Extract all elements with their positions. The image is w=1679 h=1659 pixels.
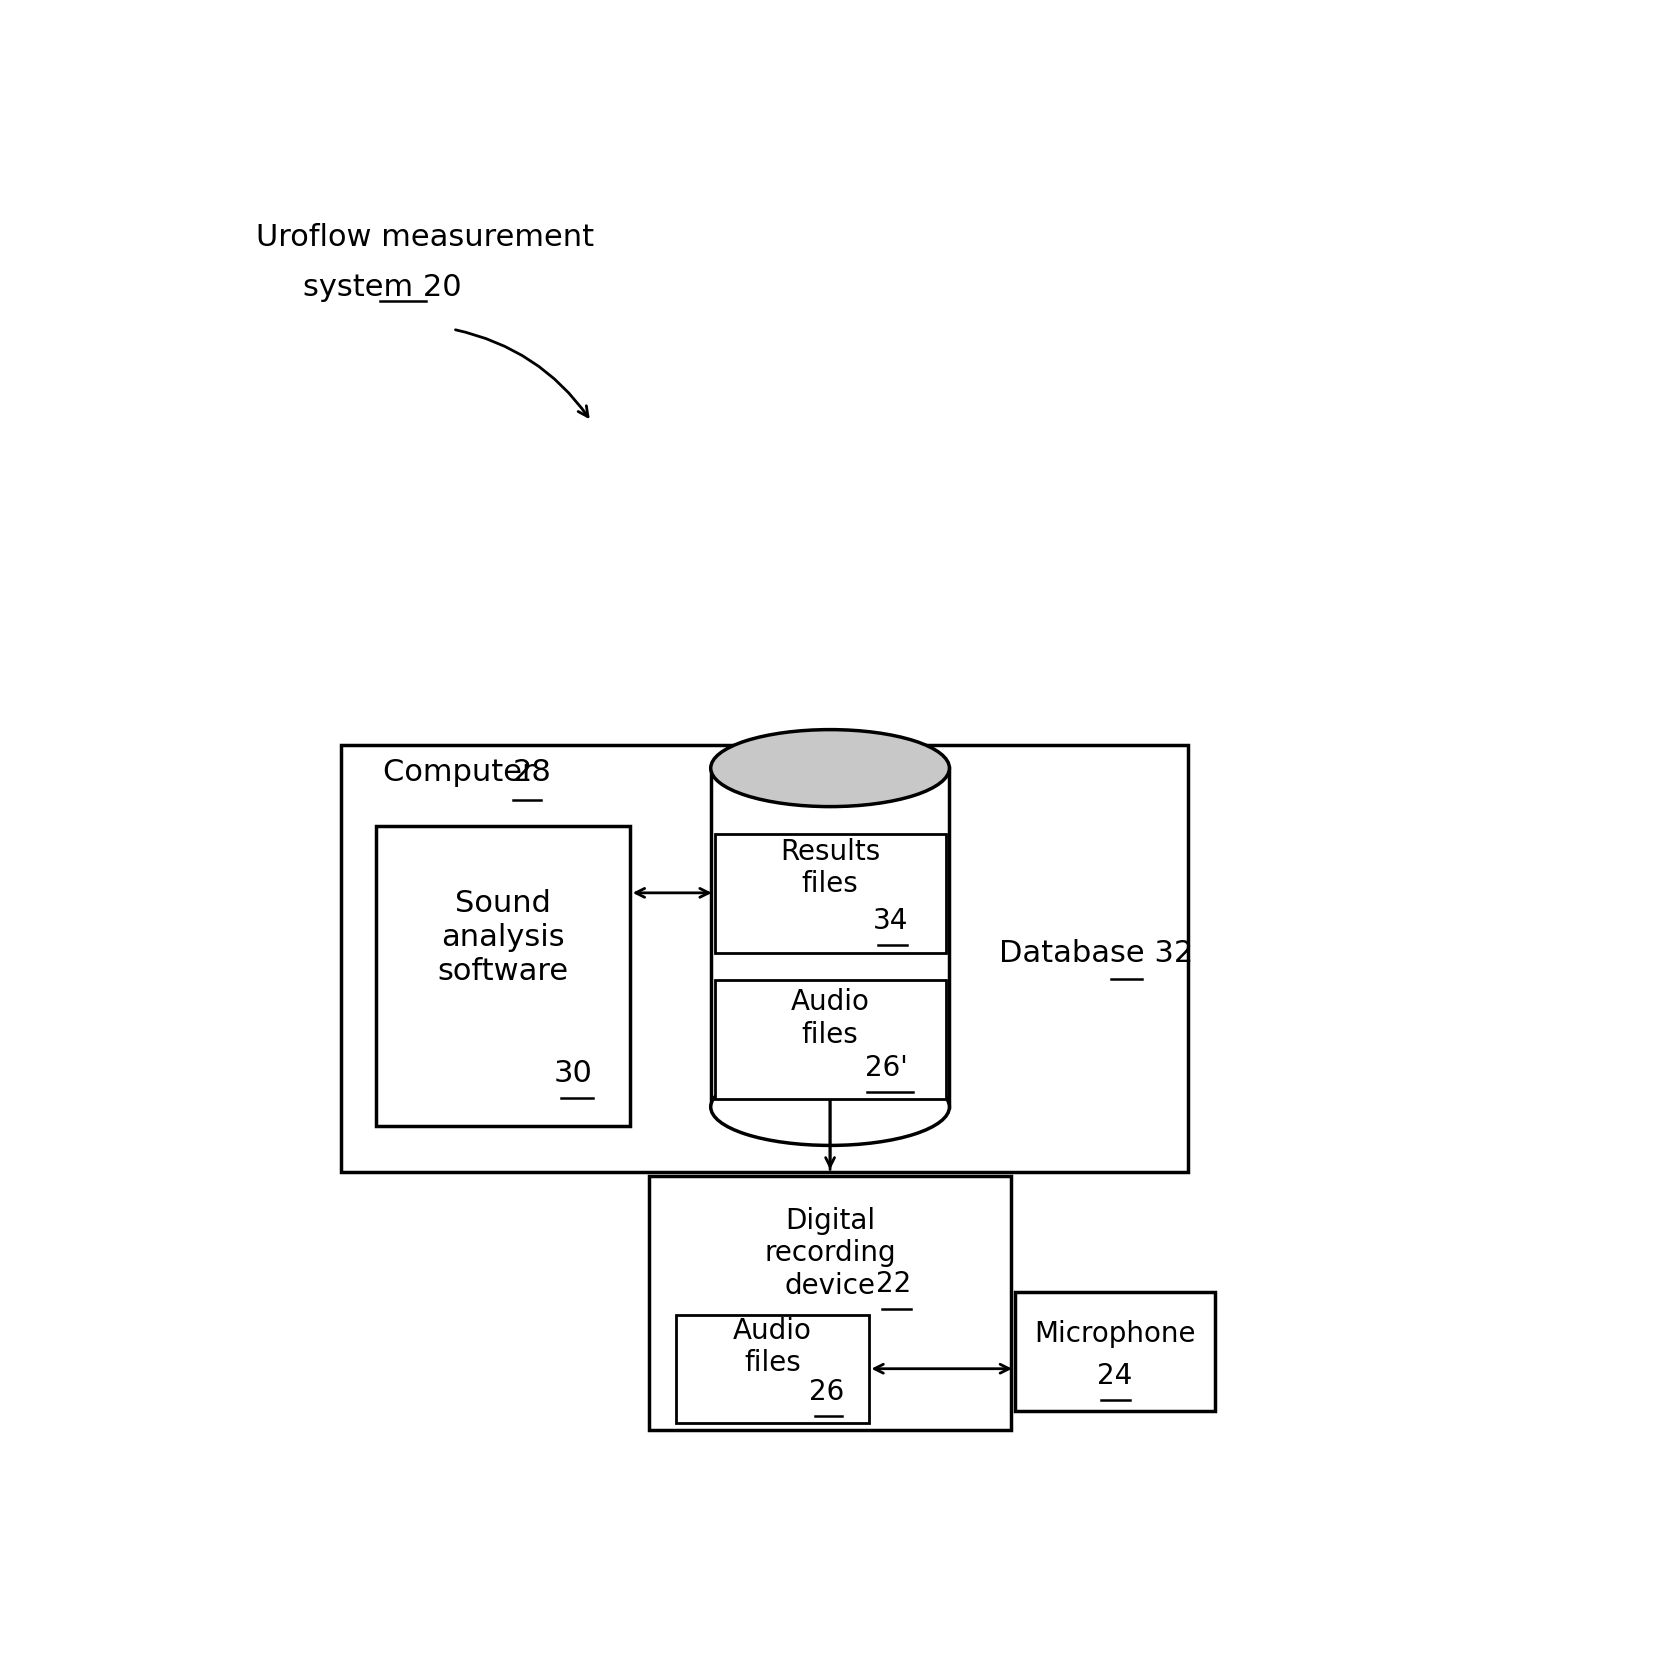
Text: 30: 30 — [554, 1058, 593, 1088]
Text: Database 32: Database 32 — [999, 939, 1194, 969]
Bar — [715, 980, 945, 1100]
Text: 26: 26 — [809, 1377, 845, 1405]
Bar — [341, 745, 1189, 1173]
Text: Audio
files: Audio files — [734, 1317, 811, 1377]
Bar — [677, 1316, 868, 1423]
Ellipse shape — [710, 1068, 949, 1145]
Bar — [650, 1176, 1011, 1430]
Text: Microphone: Microphone — [1034, 1321, 1195, 1349]
Bar — [710, 768, 949, 1107]
Text: 22: 22 — [876, 1269, 912, 1297]
Bar — [1014, 1292, 1216, 1412]
Text: Sound
analysis
software: Sound analysis software — [437, 889, 569, 985]
Bar — [715, 833, 945, 952]
Text: Results
files: Results files — [781, 838, 880, 899]
Text: Uroflow measurement: Uroflow measurement — [257, 224, 594, 252]
Text: 34: 34 — [873, 907, 908, 936]
Text: Computer: Computer — [383, 758, 546, 788]
Ellipse shape — [710, 730, 949, 806]
Bar — [376, 826, 630, 1126]
Text: Digital
recording
device: Digital recording device — [764, 1208, 897, 1299]
Text: system 20: system 20 — [302, 274, 462, 302]
Text: 28: 28 — [512, 758, 552, 788]
Text: Audio
files: Audio files — [791, 989, 870, 1048]
Text: 26': 26' — [865, 1053, 908, 1082]
Text: 24: 24 — [1098, 1362, 1133, 1390]
